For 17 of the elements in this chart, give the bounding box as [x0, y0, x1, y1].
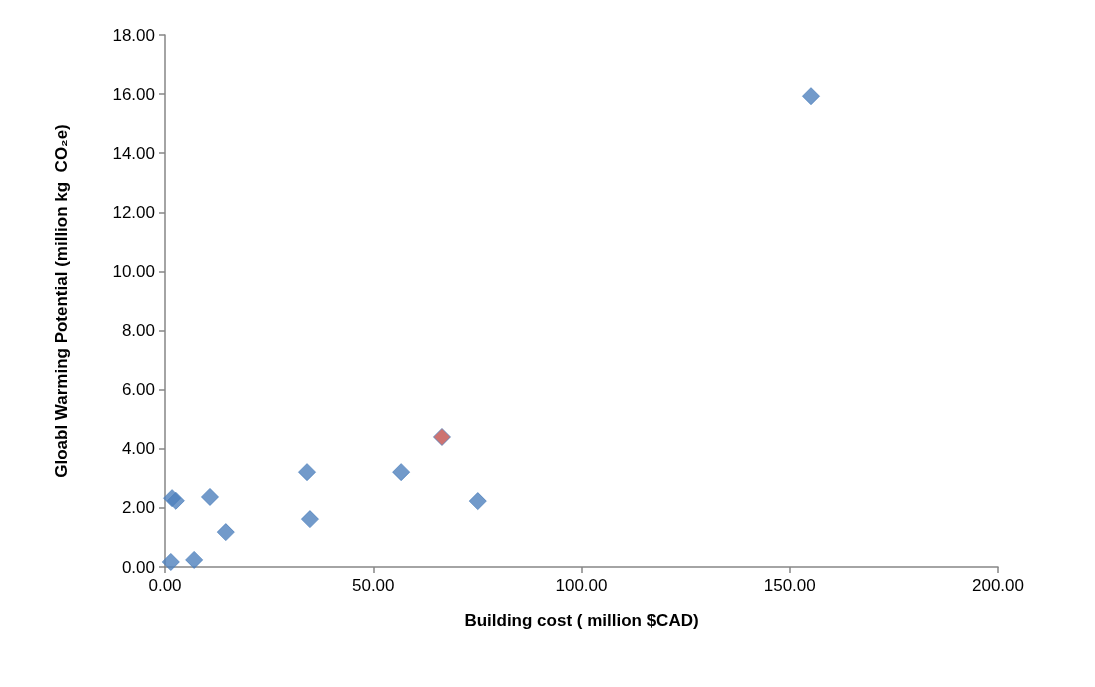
y-axis-title: Gloabl Warming Potential (million kg CO₂e) — [52, 124, 71, 478]
y-tick-label: 18.00 — [112, 25, 155, 45]
y-tick-label: 2.00 — [121, 498, 155, 518]
y-tick-label: 8.00 — [121, 321, 155, 341]
y-tick-label: 4.00 — [121, 439, 155, 459]
x-tick-label: 100.00 — [555, 576, 608, 595]
y-tick-label: 6.00 — [121, 380, 155, 400]
y-tick-label: 16.00 — [112, 84, 155, 104]
y-tick-label: 12.00 — [112, 202, 155, 222]
x-tick-label: 150.00 — [763, 576, 816, 595]
x-tick-label: 200.00 — [972, 576, 1024, 595]
y-tick-label: 14.00 — [112, 143, 155, 163]
y-tick-label: 10.00 — [112, 261, 155, 281]
y-tick-label: 0.00 — [121, 557, 155, 577]
x-tick-label: 50.00 — [351, 576, 395, 595]
x-tick-label: 0.00 — [148, 576, 182, 595]
x-axis-title: Building cost ( million $CAD) — [464, 611, 699, 630]
